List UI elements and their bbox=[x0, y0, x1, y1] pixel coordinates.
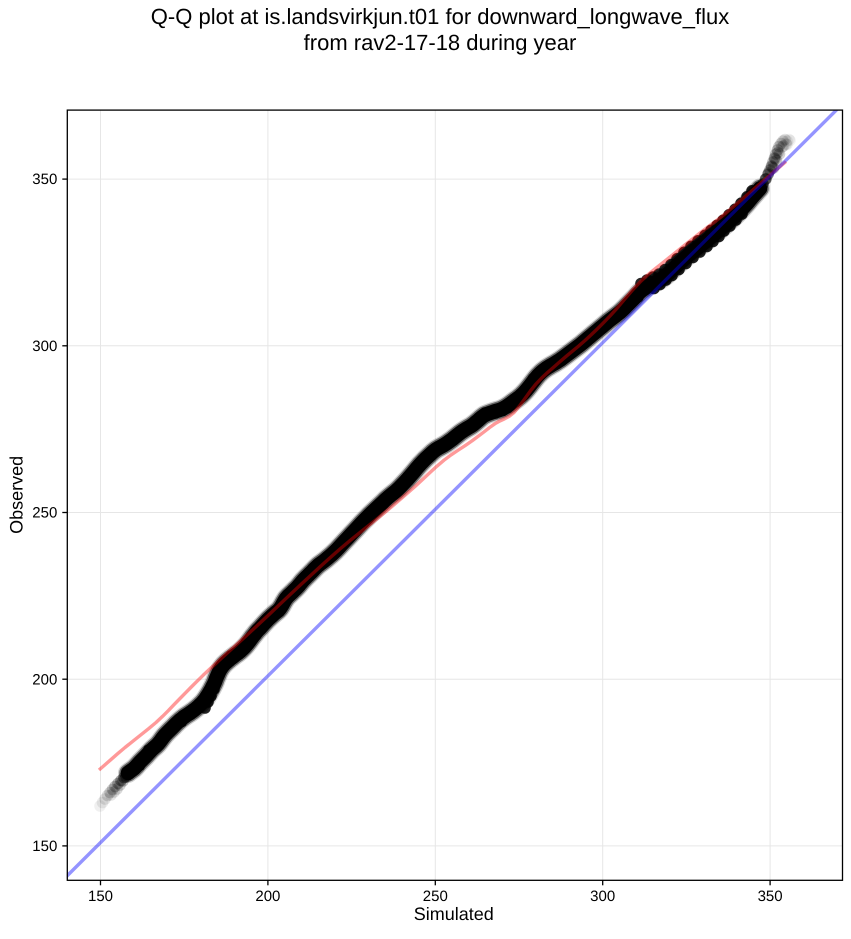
svg-text:300: 300 bbox=[32, 338, 57, 355]
svg-text:from rav2-17-18 during year: from rav2-17-18 during year bbox=[304, 30, 577, 55]
svg-text:350: 350 bbox=[32, 171, 57, 188]
svg-text:150: 150 bbox=[88, 888, 113, 905]
svg-text:350: 350 bbox=[758, 888, 783, 905]
svg-text:300: 300 bbox=[590, 888, 615, 905]
svg-text:250: 250 bbox=[423, 888, 448, 905]
svg-text:Q-Q plot at is.landsvirkjun.t0: Q-Q plot at is.landsvirkjun.t01 for down… bbox=[151, 4, 729, 29]
svg-text:200: 200 bbox=[255, 888, 280, 905]
svg-text:250: 250 bbox=[32, 505, 57, 522]
svg-text:200: 200 bbox=[32, 671, 57, 688]
svg-text:Observed: Observed bbox=[6, 456, 26, 534]
svg-text:Simulated: Simulated bbox=[414, 904, 494, 924]
svg-text:150: 150 bbox=[32, 838, 57, 855]
